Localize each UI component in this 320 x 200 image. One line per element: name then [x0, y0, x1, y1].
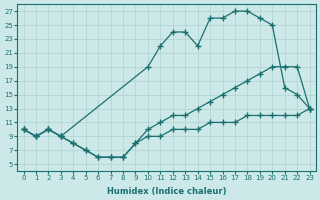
X-axis label: Humidex (Indice chaleur): Humidex (Indice chaleur) [107, 187, 226, 196]
